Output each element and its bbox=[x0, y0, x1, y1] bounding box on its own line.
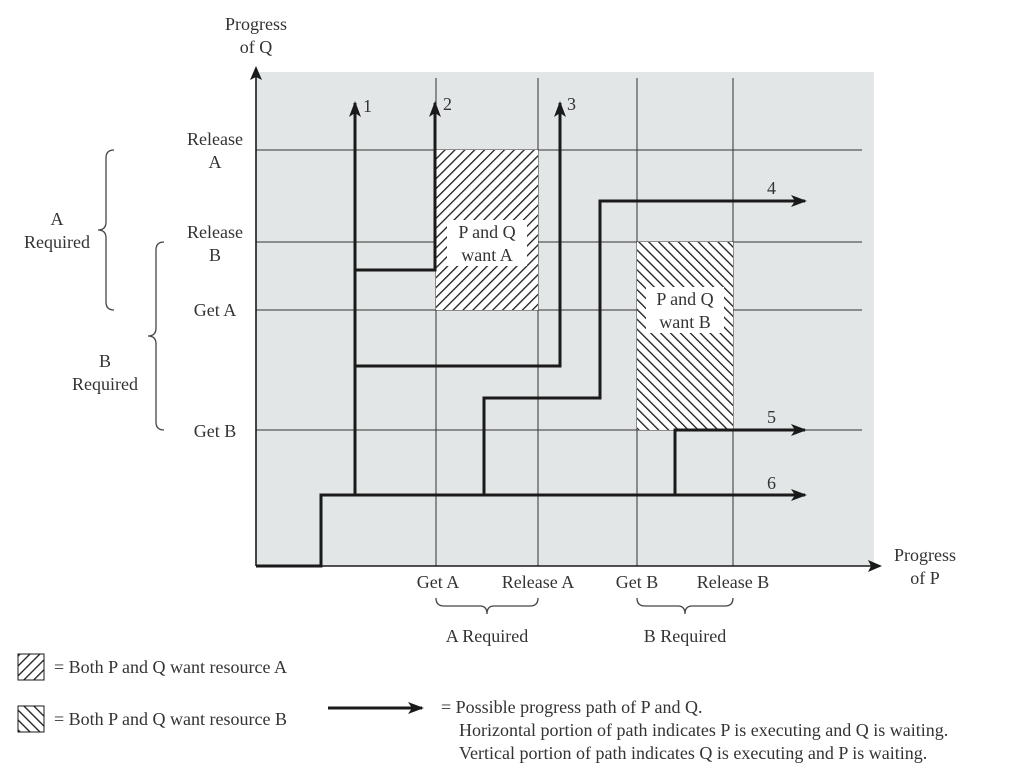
brace-a-required-x bbox=[435, 597, 539, 615]
a-required-x: A Required bbox=[446, 626, 529, 646]
legend-path-line-3: Vertical portion of path indicates Q is … bbox=[459, 743, 927, 763]
legend-resource-a: = Both P and Q want resource A bbox=[54, 657, 287, 677]
a-required-y-2: Required bbox=[24, 232, 90, 252]
region-a-label-1: P and Q bbox=[458, 222, 515, 242]
b-required-y-1: B bbox=[99, 351, 111, 371]
path-label-3: 3 bbox=[567, 94, 576, 114]
path-label-2: 2 bbox=[443, 94, 452, 114]
path-3 bbox=[355, 101, 566, 368]
region-a-label-2: want A bbox=[461, 245, 513, 265]
y-tick-release-a-1: Release bbox=[187, 129, 243, 149]
b-required-x: B Required bbox=[644, 626, 727, 646]
plot-area bbox=[256, 72, 874, 566]
x-axis-label-1: Progress bbox=[894, 545, 956, 565]
path-label-4: 4 bbox=[767, 178, 776, 198]
path-label-6: 6 bbox=[767, 473, 776, 493]
x-tick-get-a: Get A bbox=[417, 572, 460, 592]
brace-a-required-y bbox=[97, 149, 115, 311]
path-4 bbox=[482, 195, 807, 495]
region-b-label-2: want B bbox=[659, 312, 711, 332]
legend-path-line-2: Horizontal portion of path indicates P i… bbox=[459, 720, 948, 740]
y-axis-label-1: Progress bbox=[225, 14, 287, 34]
path-6 bbox=[256, 489, 807, 568]
y-tick-release-a-2: A bbox=[209, 152, 222, 172]
region-want-b-label-bg bbox=[646, 287, 724, 333]
a-required-y-1: A bbox=[51, 209, 64, 229]
y-axis-label-2: of Q bbox=[240, 37, 273, 57]
legend-resource-b: = Both P and Q want resource B bbox=[54, 709, 287, 729]
y-tick-get-b: Get B bbox=[194, 421, 237, 441]
legend-path-line-1: = Possible progress path of P and Q. bbox=[441, 697, 702, 717]
region-want-b bbox=[637, 242, 733, 430]
x-tick-release-b: Release B bbox=[697, 572, 769, 592]
brace-b-required-y bbox=[147, 241, 165, 431]
path-5 bbox=[673, 424, 807, 495]
x-axis-label-2: of P bbox=[910, 568, 940, 588]
brace-b-required-x bbox=[636, 597, 734, 615]
legend-swatch-b bbox=[17, 705, 45, 733]
path-2 bbox=[355, 101, 441, 272]
x-tick-release-a: Release A bbox=[502, 572, 574, 592]
x-tick-get-b: Get B bbox=[616, 572, 659, 592]
progress-paths bbox=[256, 101, 807, 568]
region-want-a-label-bg bbox=[447, 220, 527, 266]
y-tick-release-b-2: B bbox=[209, 245, 221, 265]
b-required-y-2: Required bbox=[72, 374, 138, 394]
path-label-1: 1 bbox=[363, 96, 372, 116]
path-label-5: 5 bbox=[767, 407, 776, 427]
y-tick-get-a: Get A bbox=[194, 300, 237, 320]
legend: = Both P and Q want resource A = Both P … bbox=[17, 653, 948, 763]
legend-swatch-a bbox=[17, 653, 45, 681]
y-tick-release-b-1: Release bbox=[187, 222, 243, 242]
region-b-label-1: P and Q bbox=[656, 289, 713, 309]
